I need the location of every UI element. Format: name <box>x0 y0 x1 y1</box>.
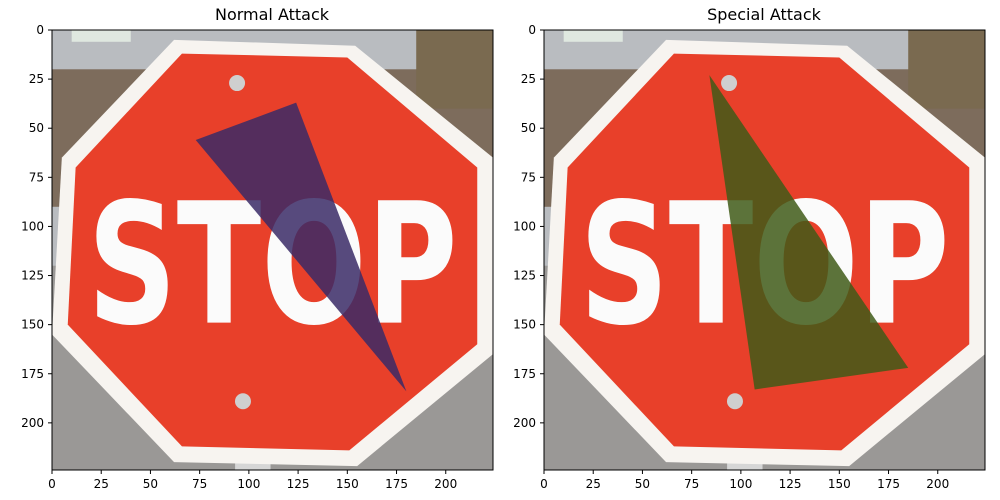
y-tick-label: 0 <box>36 23 44 37</box>
y-tick-label: 200 <box>21 416 44 430</box>
axes-frame <box>543 29 986 471</box>
bolt-bottom <box>726 393 743 410</box>
bolt-bottom <box>234 393 251 410</box>
y-tick-label: 0 <box>528 23 536 37</box>
panel-title: Normal Attack <box>215 5 330 24</box>
panel-normal-attack: Normal Attack STOP 0 25 50 75 100 125 150 175 200… <box>21 5 494 491</box>
y-tick-label: 100 <box>21 219 44 233</box>
stop-sign-image: STOP <box>52 30 493 470</box>
y-tick-label: 150 <box>513 318 536 332</box>
y-tick-label: 25 <box>521 72 536 86</box>
bolt-top <box>721 75 738 92</box>
x-tick-label: 150 <box>336 477 359 491</box>
y-tick-label: 200 <box>513 416 536 430</box>
y-tick-label: 125 <box>513 269 536 283</box>
x-tick-label: 100 <box>237 477 260 491</box>
y-tick-label: 25 <box>29 72 44 86</box>
y-tick-label: 175 <box>21 367 44 381</box>
x-tick-label: 175 <box>877 477 900 491</box>
x-tick-label: 50 <box>635 477 650 491</box>
bolt-top <box>229 75 246 92</box>
x-tick-label: 200 <box>434 477 457 491</box>
x-tick-label: 25 <box>586 477 601 491</box>
x-tick-label: 0 <box>48 477 56 491</box>
tree <box>908 30 985 109</box>
y-tick-label: 50 <box>521 121 536 135</box>
x-tick-label: 50 <box>143 477 158 491</box>
y-tick-label: 150 <box>21 318 44 332</box>
x-tick-label: 125 <box>779 477 802 491</box>
adversarial-patch <box>709 75 909 390</box>
x-tick-label: 125 <box>287 477 310 491</box>
x-tick-label: 0 <box>540 477 548 491</box>
x-tick-label: 150 <box>828 477 851 491</box>
x-tick-label: 175 <box>385 477 408 491</box>
y-tick-label: 75 <box>521 170 536 184</box>
x-tick-label: 25 <box>94 477 109 491</box>
x-tick-label: 75 <box>684 477 699 491</box>
x-tick-label: 200 <box>926 477 949 491</box>
street-sign <box>71 30 131 42</box>
y-tick-label: 100 <box>513 219 536 233</box>
x-tick-label: 75 <box>192 477 207 491</box>
y-tick-label: 50 <box>29 121 44 135</box>
tree <box>416 30 493 109</box>
panel-special-attack: Special Attack STOP 0 25 50 75 100 125 150 175 20… <box>513 5 986 491</box>
x-tick-label: 100 <box>729 477 752 491</box>
y-tick-label: 175 <box>513 367 536 381</box>
y-tick-label: 75 <box>29 170 44 184</box>
street-sign <box>563 30 623 42</box>
panel-title: Special Attack <box>707 5 822 24</box>
adversarial-patch <box>195 102 407 392</box>
axes-frame <box>51 29 494 471</box>
y-tick-label: 125 <box>21 269 44 283</box>
stop-sign-image: STOP <box>544 30 985 470</box>
